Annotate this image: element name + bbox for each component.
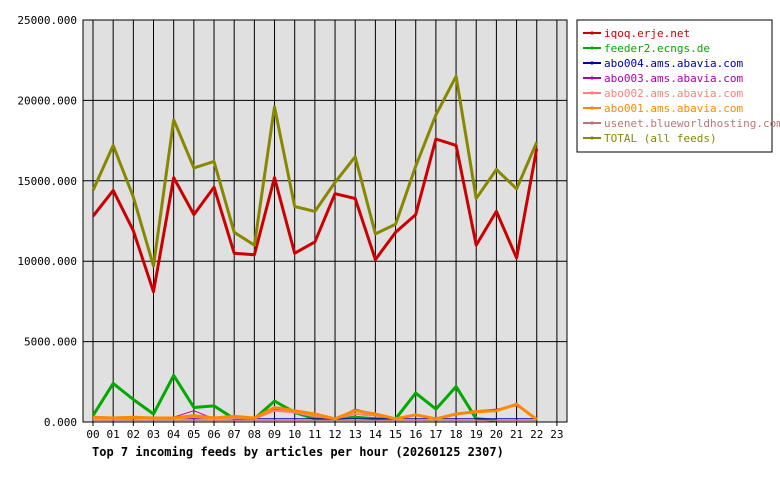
legend-label-iqoq-erje-net: iqoq.erje.net bbox=[604, 27, 690, 40]
legend-label-abo004-ams-abavia-com: abo004.ams.abavia.com bbox=[604, 57, 743, 70]
x-tick-label: 15 bbox=[389, 428, 402, 441]
legend-frame bbox=[576, 19, 773, 153]
plot-frame bbox=[82, 19, 568, 423]
x-tick-label: 08 bbox=[248, 428, 261, 441]
x-tick-label: 07 bbox=[228, 428, 241, 441]
x-tick-label: 20 bbox=[490, 428, 503, 441]
x-tick-label: 09 bbox=[268, 428, 281, 441]
y-axis-ticks: 0.000 5000.000 10000.000 15000.000 20000.000… bbox=[17, 14, 77, 429]
series-line-total-all-feeds bbox=[91, 74, 539, 268]
legend-marker-abo003-ams-abavia-com bbox=[590, 76, 594, 80]
x-tick-label: 22 bbox=[530, 428, 543, 441]
x-tick-label: 16 bbox=[409, 428, 422, 441]
legend-marker-total-all-feeds bbox=[590, 136, 594, 140]
y-tick-label: 20000.000 bbox=[17, 94, 77, 107]
chart-title: Top 7 incoming feeds by articles per hou… bbox=[92, 445, 504, 459]
y-tick-label: 0.000 bbox=[44, 416, 77, 429]
legend-marker-usenet-blueworldhosting-com bbox=[590, 121, 594, 125]
grid-lines bbox=[83, 20, 567, 422]
legend-label-total-all-feeds: TOTAL (all feeds) bbox=[604, 132, 717, 145]
x-tick-label: 18 bbox=[449, 428, 462, 441]
y-tick-label: 25000.000 bbox=[17, 14, 77, 27]
x-tick-label: 04 bbox=[167, 428, 181, 441]
legend-marker-abo002-ams-abavia-com bbox=[590, 91, 594, 95]
series-line-iqoq-erje-net bbox=[91, 137, 539, 294]
legend-label-abo001-ams-abavia-com: abo001.ams.abavia.com bbox=[604, 102, 743, 115]
x-tick-label: 11 bbox=[308, 428, 321, 441]
x-axis-ticks: 00 01 02 03 04 05 06 07 08 09 10 11 12 13 14 15 16 17 18 19… bbox=[86, 422, 564, 441]
x-tick-label: 17 bbox=[429, 428, 442, 441]
x-tick-label: 02 bbox=[127, 428, 140, 441]
series-line-abo001-ams-abavia-com bbox=[92, 402, 538, 421]
x-tick-label: 14 bbox=[369, 428, 383, 441]
y-tick-label: 5000.000 bbox=[24, 336, 77, 349]
legend-label-usenet-blueworldhosting-com: usenet.blueworldhosting.com bbox=[604, 117, 780, 130]
legend-marker-iqoq-erje-net bbox=[590, 31, 594, 35]
legend-label-abo002-ams-abavia-com: abo002.ams.abavia.com bbox=[604, 87, 743, 100]
legend-marker-abo001-ams-abavia-com bbox=[590, 106, 594, 110]
x-tick-label: 10 bbox=[288, 428, 301, 441]
legend-label-abo003-ams-abavia-com: abo003.ams.abavia.com bbox=[604, 72, 743, 85]
x-tick-label: 03 bbox=[147, 428, 160, 441]
x-tick-label: 00 bbox=[86, 428, 99, 441]
y-tick-label: 10000.000 bbox=[17, 255, 77, 268]
x-tick-label: 06 bbox=[207, 428, 220, 441]
legend-marker-abo004-ams-abavia-com bbox=[590, 61, 594, 65]
x-tick-label: 21 bbox=[510, 428, 523, 441]
x-tick-label: 12 bbox=[328, 428, 341, 441]
x-tick-label: 23 bbox=[550, 428, 563, 441]
x-tick-label: 05 bbox=[187, 428, 200, 441]
series-lines bbox=[91, 74, 539, 422]
legend: iqoq.erje.net feeder2.ecngs.de abo004.ams.… bbox=[576, 19, 780, 153]
x-tick-label: 01 bbox=[107, 428, 120, 441]
y-tick-label: 15000.000 bbox=[17, 175, 77, 188]
legend-label-feeder2-ecngs-de: feeder2.ecngs.de bbox=[604, 42, 710, 55]
x-tick-label: 19 bbox=[470, 428, 483, 441]
legend-marker-feeder2-ecngs-de bbox=[590, 46, 594, 50]
x-tick-label: 13 bbox=[349, 428, 362, 441]
